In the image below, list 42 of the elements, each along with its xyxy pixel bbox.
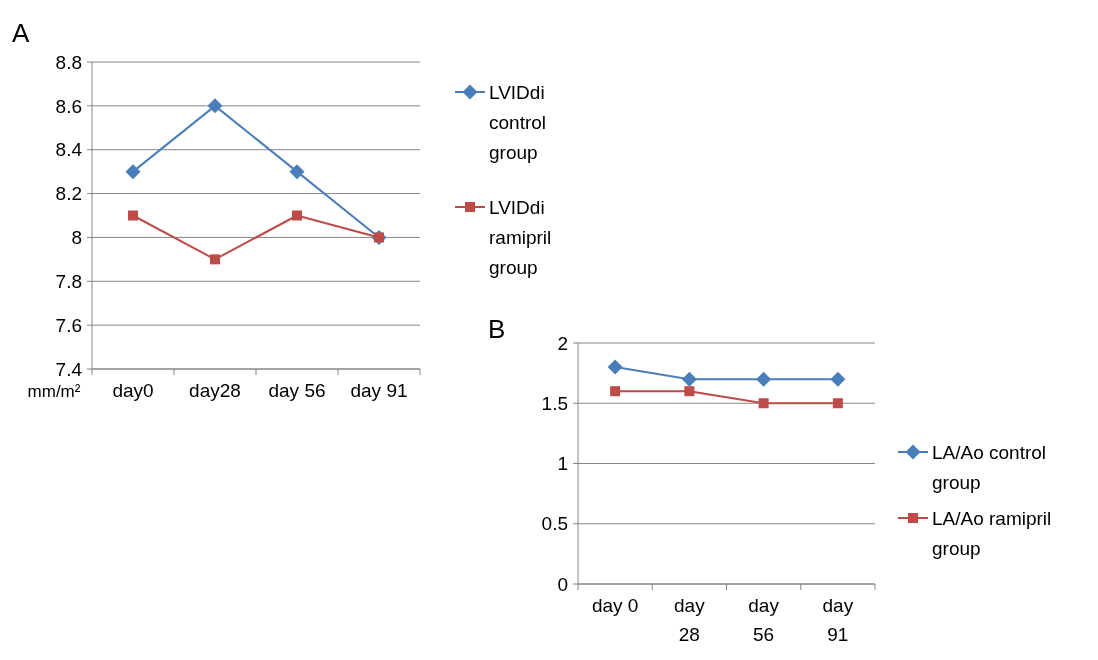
point (607, 359, 623, 375)
y-tick-label: 7.8 (55, 270, 82, 292)
y-tick-label: 8.4 (55, 139, 83, 161)
legend-label: LA/Ao control group (932, 441, 1047, 493)
point (758, 398, 769, 409)
point (292, 210, 302, 221)
y-tick-label: 7.4 (55, 358, 83, 380)
chart-title: B (488, 314, 506, 344)
legend-label: LA/Ao ramipril group (932, 507, 1052, 559)
point (832, 398, 843, 409)
y-tick-label: 0.5 (541, 513, 568, 535)
y-tick-label: 2 (557, 332, 568, 354)
y-tick-label: 8.6 (55, 95, 82, 117)
x-tick-label: day28 (189, 380, 241, 401)
point (128, 210, 138, 221)
y-tick-label: 7.6 (55, 314, 82, 336)
x-tick-label: day 0 (591, 595, 639, 616)
point (610, 386, 621, 397)
y-tick-label: 8.8 (55, 51, 82, 73)
x-tick-label: day 56 (748, 595, 780, 645)
x-tick-label: day 91 (822, 595, 854, 645)
point (830, 371, 846, 387)
legend-label: LVIDdi ramipril group (489, 196, 552, 278)
y-tick-label: 8.2 (55, 183, 82, 205)
point (684, 386, 695, 397)
x-tick-label: day0 (112, 380, 154, 401)
y-axis-title: mm/m² (27, 382, 81, 401)
point (125, 164, 141, 180)
legend-label: LVIDdi control group (489, 81, 547, 163)
y-tick-label: 8 (71, 227, 82, 249)
chart-title: A (12, 18, 30, 48)
point (289, 164, 305, 180)
x-tick-label: day 91 (350, 380, 408, 401)
y-tick-label: 1.5 (541, 392, 568, 414)
point (210, 254, 220, 265)
y-tick-label: 1 (557, 453, 568, 475)
point (207, 98, 223, 114)
point (756, 371, 772, 387)
x-tick-label: day 28 (674, 595, 706, 645)
point (681, 371, 697, 387)
x-tick-label: day 56 (268, 380, 326, 401)
y-tick-label: 0 (557, 573, 568, 595)
